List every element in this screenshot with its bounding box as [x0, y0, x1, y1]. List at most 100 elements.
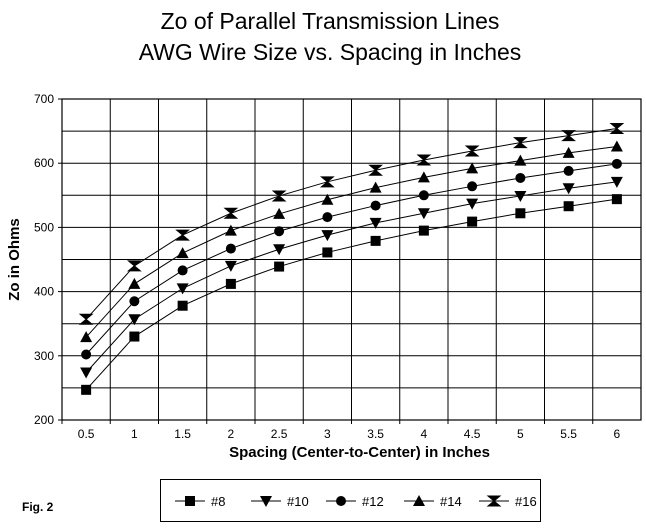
chart-plot: 200 300 400 500 600 700 0.5 1 1.5 2 2.5 3 3.5 4 4.5 5 5.…: [6, 92, 642, 461]
x-tick-label: 4: [421, 427, 428, 441]
data-point-series-1: [129, 331, 140, 342]
data-point-series-1: [515, 208, 526, 219]
x-tick-label: 1: [131, 427, 138, 441]
data-point-series-4: [610, 140, 623, 152]
data-point-series-3: [322, 212, 333, 223]
data-point-series-5: [78, 313, 94, 325]
data-point-series-4: [417, 171, 430, 183]
data-point-series-2: [321, 230, 334, 242]
data-point-series-2: [80, 367, 93, 379]
x-tick-label: 2.5: [271, 427, 288, 441]
data-point-series-5: [512, 137, 528, 149]
data-point-series-3: [611, 158, 622, 169]
series-line-1: [85, 198, 617, 391]
data-point-series-2: [369, 217, 382, 229]
legend-label: #12: [362, 494, 384, 509]
legend-label: #8: [211, 494, 225, 509]
data-point-series-5: [223, 207, 239, 219]
data-point-series-3: [418, 190, 429, 201]
data-point-series-3: [467, 181, 478, 192]
y-axis-title: Zo in Ohms: [6, 218, 23, 301]
y-tick-label: 300: [34, 349, 54, 363]
data-point-series-3: [81, 349, 92, 360]
data-point-series-4: [514, 154, 527, 166]
chart-title: Zo of Parallel Transmission Lines AWG Wi…: [0, 6, 646, 68]
legend-marker: [413, 495, 425, 506]
data-point-series-2: [610, 176, 623, 188]
chart-title-line-1: Zo of Parallel Transmission Lines: [160, 8, 500, 34]
y-tick-label: 200: [34, 413, 54, 427]
data-point-series-5: [609, 123, 625, 135]
data-point-series-5: [271, 190, 287, 202]
data-point-series-2: [514, 190, 527, 202]
data-point-series-2: [466, 198, 479, 210]
y-tick-label: 600: [34, 156, 54, 170]
data-point-series-5: [416, 154, 432, 166]
x-axis-title: Spacing (Center-to-Center) in Inches: [229, 444, 490, 461]
legend-label: #14: [440, 494, 462, 509]
legend-marker: [185, 496, 195, 506]
data-point-series-4: [224, 224, 237, 236]
legend-label: #10: [287, 494, 309, 509]
data-point-series-4: [273, 207, 286, 219]
fig-label: Fig. 2: [22, 500, 54, 514]
x-tick-label: 5.5: [560, 427, 577, 441]
x-tick-label: 6: [614, 427, 621, 441]
data-point-series-2: [128, 314, 141, 326]
x-tick-label: 5: [517, 427, 524, 441]
data-point-series-3: [274, 226, 285, 237]
data-point-series-4: [128, 277, 141, 289]
data-point-series-2: [273, 244, 286, 256]
x-tick-label: 2: [228, 427, 235, 441]
legend-marker: [486, 495, 502, 507]
data-point-series-1: [370, 235, 381, 246]
data-point-series-3: [177, 265, 188, 276]
data-point-series-1: [611, 194, 622, 205]
data-point-series-4: [80, 331, 93, 343]
data-point-series-4: [466, 162, 479, 174]
data-point-series-5: [175, 229, 191, 241]
data-point-series-3: [563, 165, 574, 176]
series-line-3: [85, 163, 617, 355]
x-tick-label: 3: [324, 427, 331, 441]
x-tick-label: 0.5: [78, 427, 95, 441]
series-line-4: [85, 146, 617, 338]
series-line-5: [85, 128, 617, 320]
y-tick-label: 400: [34, 285, 54, 299]
data-point-series-2: [417, 208, 430, 220]
series-line-2: [85, 181, 617, 373]
data-point-series-5: [319, 176, 335, 188]
data-point-series-4: [321, 193, 334, 205]
data-point-series-4: [176, 247, 189, 259]
data-point-series-1: [563, 201, 574, 212]
legend-marker: [260, 496, 272, 507]
data-point-series-4: [562, 146, 575, 158]
y-tick-label: 700: [34, 92, 54, 106]
chart-legend: #8 #10 #12 #14 #16: [160, 479, 541, 522]
legend-marker: [336, 496, 346, 506]
data-point-series-1: [418, 225, 429, 236]
x-tick-label: 1.5: [174, 427, 191, 441]
data-point-series-1: [274, 261, 285, 272]
data-point-series-2: [562, 183, 575, 195]
data-point-series-4: [369, 181, 382, 193]
data-point-series-1: [467, 216, 478, 227]
x-tick-label: 3.5: [367, 427, 384, 441]
data-point-series-3: [129, 296, 140, 307]
data-point-series-1: [322, 247, 333, 258]
data-point-series-5: [368, 164, 384, 176]
chart-title-line-2: AWG Wire Size vs. Spacing in Inches: [138, 39, 522, 65]
data-point-series-2: [176, 283, 189, 295]
x-tick-label: 4.5: [464, 427, 481, 441]
legend-label: #16: [515, 494, 537, 509]
data-point-series-5: [464, 145, 480, 157]
data-point-series-2: [224, 260, 237, 272]
data-point-series-5: [561, 130, 577, 142]
data-point-series-1: [225, 278, 236, 289]
data-point-series-1: [177, 300, 188, 311]
data-point-series-5: [126, 260, 142, 272]
data-point-series-3: [370, 200, 381, 211]
data-point-series-1: [81, 384, 92, 395]
y-tick-label: 500: [34, 220, 54, 234]
data-point-series-3: [225, 243, 236, 254]
